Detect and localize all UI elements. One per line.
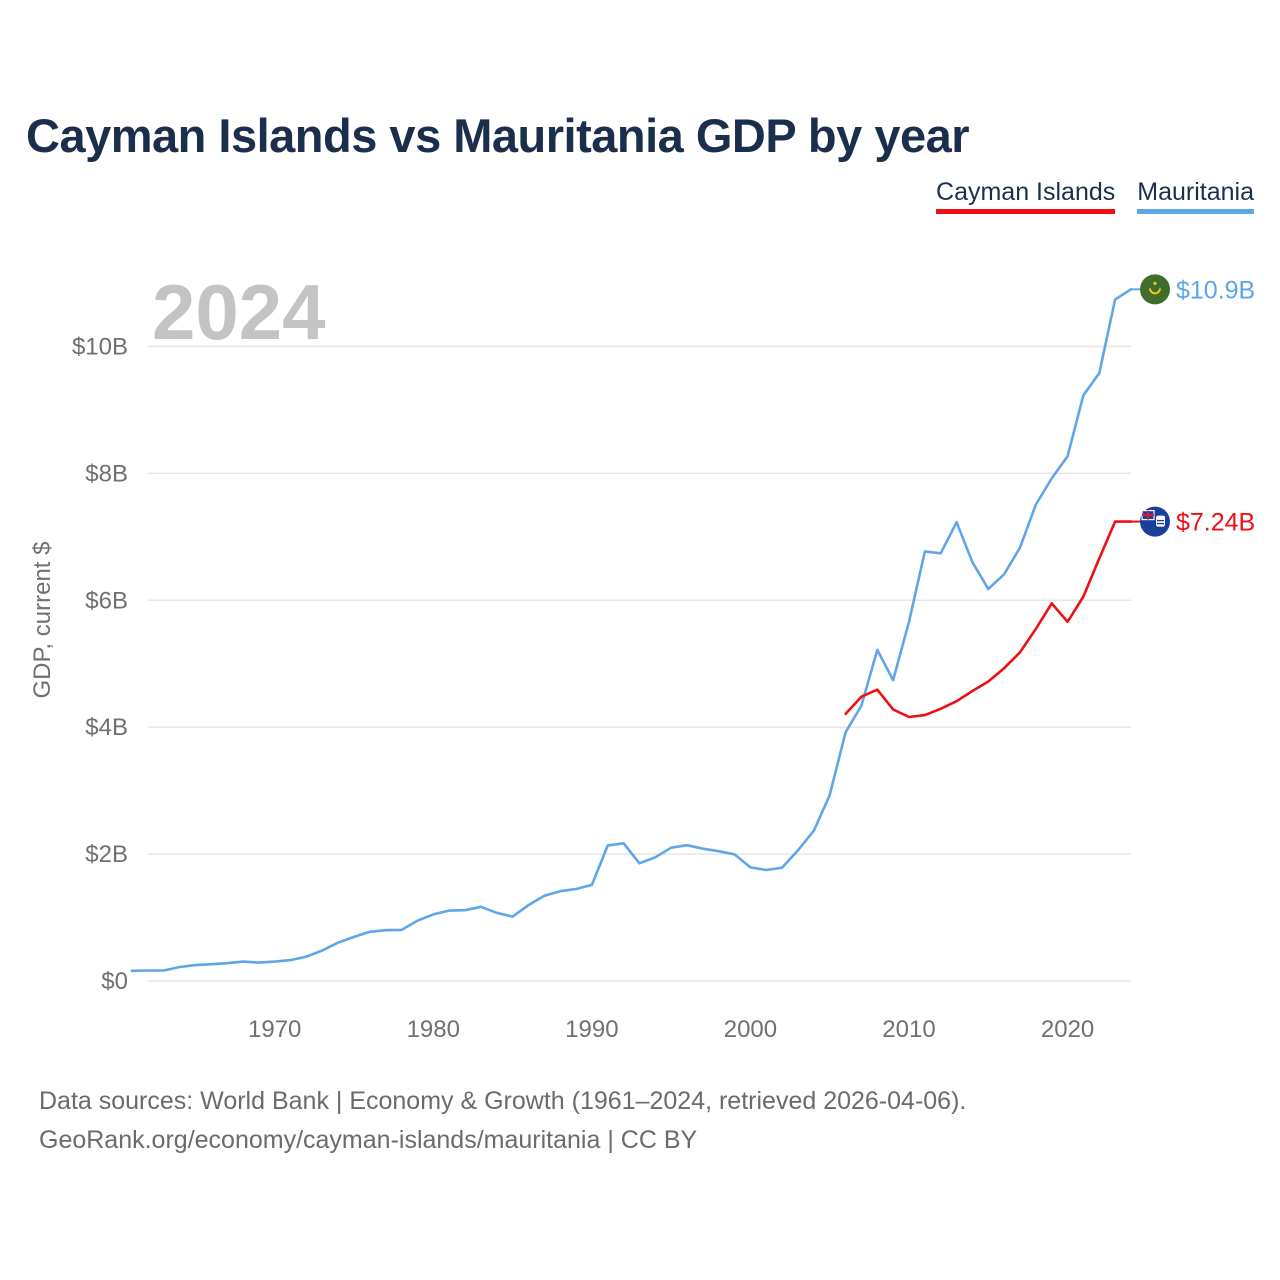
y-axis-title: GDP, current $ <box>29 542 56 699</box>
x-tick-label: 2020 <box>1041 1016 1094 1043</box>
y-tick-label: $0 <box>101 968 128 995</box>
gdp-line-chart: $0 $2B $4B $6B $8B $10B 1970 1980 1990 2000 2010 20… <box>29 268 1255 1043</box>
series-line-cayman-islands <box>844 520 1133 719</box>
x-tick-label: 2010 <box>882 1016 935 1043</box>
y-tick-label: $8B <box>85 460 128 487</box>
x-tick-label: 1980 <box>407 1016 460 1043</box>
footer-attribution[interactable]: GeoRank.org/economy/cayman-islands/mauri… <box>39 1126 698 1154</box>
y-tick-label: $10B <box>72 333 128 360</box>
y-tick-label: $2B <box>85 841 128 868</box>
y-tick-label: $4B <box>85 714 128 741</box>
x-tick-label: 1970 <box>248 1016 301 1043</box>
footer-data-sources: Data sources: World Bank | Economy & Gro… <box>39 1087 967 1115</box>
cayman-islands-flag-icon <box>1140 506 1170 537</box>
legend-item-cayman-islands[interactable]: Cayman Islands <box>936 178 1116 214</box>
current-year-watermark: 2024 <box>152 268 326 356</box>
footer-sources: Data sources: World Bank | Economy & Gro… <box>39 1082 966 1160</box>
mauritania-flag-icon <box>1140 274 1170 305</box>
x-tick-label: 2000 <box>724 1016 777 1043</box>
end-value-label-mauritania: $10.9B <box>1176 276 1255 304</box>
series-line-mauritania <box>130 287 1133 973</box>
page-title: Cayman Islands vs Mauritania GDP by year <box>26 109 970 162</box>
y-tick-label: $6B <box>85 587 128 614</box>
legend-item-mauritania[interactable]: Mauritania <box>1137 178 1254 214</box>
x-tick-label: 1990 <box>565 1016 618 1043</box>
chart-legend: Cayman Islands Mauritania <box>936 178 1254 214</box>
end-value-label-cayman-islands: $7.24B <box>1176 509 1255 537</box>
